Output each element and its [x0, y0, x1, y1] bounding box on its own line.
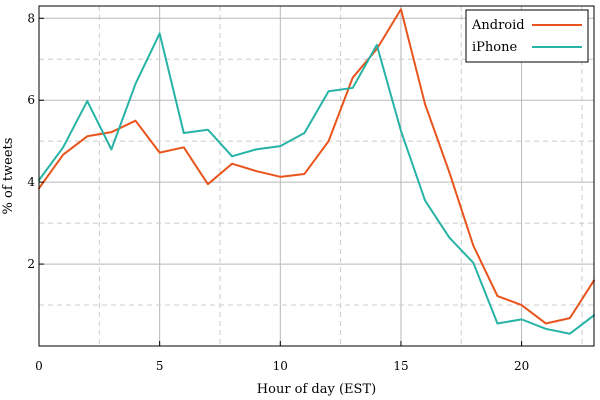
legend-label-iphone: iPhone — [472, 40, 517, 55]
legend-box — [465, 9, 589, 63]
x-tick-label: 20 — [514, 359, 529, 373]
x-tick-label: 0 — [35, 359, 43, 373]
y-tick-label: 6 — [27, 93, 35, 107]
y-axis-title: % of tweets — [1, 138, 16, 215]
x-tick-label: 15 — [393, 359, 408, 373]
series-line-android — [38, 8, 595, 325]
series-line-iphone — [38, 32, 595, 335]
axis-ticks: 0 5 10 15 20 2 4 6 8 — [27, 11, 529, 373]
legend: Android iPhone — [465, 9, 589, 63]
y-tick-label: 2 — [27, 257, 35, 271]
x-tick-label: 10 — [273, 359, 288, 373]
y-tick-label: 4 — [27, 175, 35, 189]
series-lines — [38, 8, 595, 335]
plot-frame — [38, 5, 595, 347]
x-tick-label: 5 — [156, 359, 164, 373]
x-axis-title: Hour of day (EST) — [257, 382, 376, 397]
y-tick-label: 8 — [27, 11, 35, 25]
legend-label-android: Android — [471, 18, 525, 33]
